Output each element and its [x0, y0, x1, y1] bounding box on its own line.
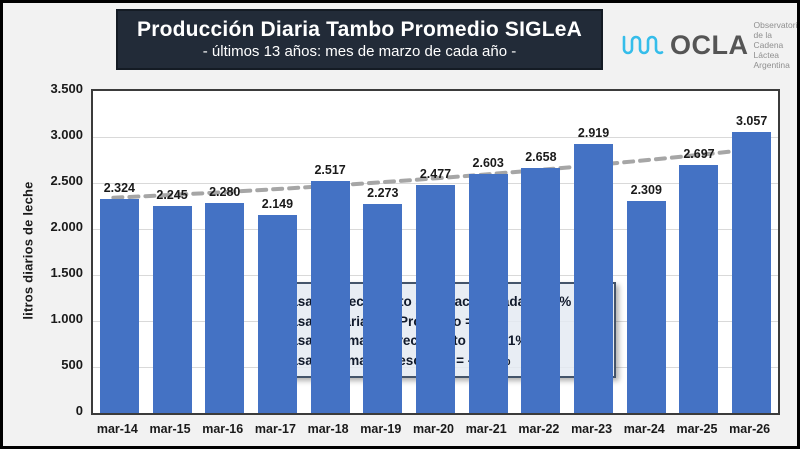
bar-value-label: 2.697	[683, 146, 715, 161]
y-tick-label: 500	[61, 357, 83, 372]
page-title: Producción Diaria Tambo Promedio SIGLeA	[137, 18, 582, 41]
x-tick-label: mar-21	[465, 422, 507, 436]
x-tick-label: mar-26	[729, 422, 771, 436]
ocla-logo: OCLA Observatorio de la Cadena Láctea Ar…	[621, 20, 800, 70]
y-tick-label: 1.000	[50, 311, 83, 326]
bar	[310, 181, 350, 413]
x-tick-label: mar-18	[307, 422, 349, 436]
bar	[257, 215, 297, 413]
x-tick-label: mar-19	[360, 422, 402, 436]
bar	[205, 203, 245, 413]
ocla-tagline: Observatorio de la Cadena Láctea Argenti…	[753, 20, 800, 70]
y-tick-label: 3.000	[50, 127, 83, 142]
y-tick-label: 2.000	[50, 219, 83, 234]
gridline	[93, 183, 778, 184]
y-tick-label: 0	[75, 403, 83, 418]
title-box: Producción Diaria Tambo Promedio SIGLeA …	[116, 9, 603, 70]
y-tick-label: 1.500	[50, 265, 83, 280]
x-tick-label: mar-16	[202, 422, 244, 436]
bar-value-label: 2.517	[314, 163, 346, 178]
bar	[574, 144, 614, 413]
plot-area: Tasa de crecimiento anual acumulada = 2,…	[91, 89, 780, 415]
bar	[152, 206, 192, 413]
x-tick-label: mar-15	[149, 422, 191, 436]
bar-value-label: 2.245	[156, 188, 188, 203]
bar	[363, 203, 403, 413]
y-tick-label: 2.500	[50, 173, 83, 188]
x-tick-label: mar-17	[254, 422, 296, 436]
x-tick-label: mar-24	[623, 422, 665, 436]
bar-value-label: 3.057	[736, 113, 768, 128]
bar-value-label: 2.149	[261, 197, 294, 212]
bar-value-label: 2.309	[630, 182, 662, 197]
bar-value-label: 2.919	[577, 126, 610, 141]
bar-value-label: 2.324	[103, 181, 135, 196]
bar	[679, 164, 719, 413]
x-tick-label: mar-22	[518, 422, 560, 436]
bar	[468, 173, 508, 413]
x-tick-label: mar-20	[412, 422, 454, 436]
x-tick-label: mar-23	[571, 422, 613, 436]
wave-icon	[621, 30, 665, 60]
bar	[626, 200, 666, 413]
gridline	[93, 137, 778, 138]
x-tick-label: mar-25	[676, 422, 718, 436]
y-tick-label: 3.500	[50, 81, 83, 96]
bar-value-label: 2.603	[472, 155, 504, 170]
bar-value-label: 2.273	[367, 185, 399, 200]
bar-value-label: 2.658	[525, 150, 557, 165]
bar	[416, 185, 455, 413]
ocla-wordmark: OCLA	[670, 29, 749, 60]
bar-value-label: 2.477	[419, 167, 452, 182]
bar	[732, 131, 772, 413]
bar	[99, 199, 139, 413]
bar-value-label: 2.280	[209, 185, 241, 200]
x-tick-label: mar-14	[96, 422, 138, 436]
page-subtitle: - últimos 13 años: mes de marzo de cada …	[202, 43, 517, 60]
bar	[521, 168, 561, 413]
